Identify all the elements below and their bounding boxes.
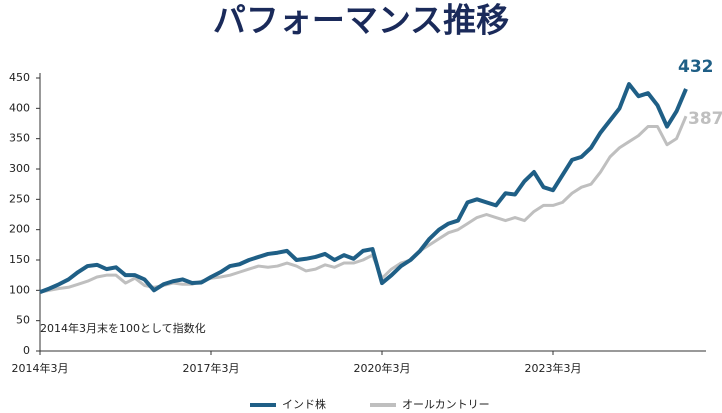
end-value-label: 432 xyxy=(678,57,714,77)
y-tick-label: 50 xyxy=(16,314,30,327)
y-tick-label: 250 xyxy=(9,192,30,205)
legend-label: オールカントリー xyxy=(402,398,490,411)
series-line xyxy=(39,82,688,295)
annotation: 2014年3月末を100として指数化 xyxy=(40,321,206,335)
y-tick-label: 300 xyxy=(9,162,30,175)
series-line xyxy=(39,115,688,294)
y-tick-label: 0 xyxy=(23,344,30,357)
x-tick-label: 2017年3月 xyxy=(183,361,240,375)
y-tick-label: 450 xyxy=(9,71,30,84)
y-tick-label: 100 xyxy=(9,283,30,296)
y-tick-label: 350 xyxy=(9,132,30,145)
y-tick-label: 150 xyxy=(9,253,30,266)
x-tick-label: 2014年3月 xyxy=(12,361,69,375)
chart-title: パフォーマンス推移 xyxy=(213,1,509,40)
legend-label: インド株 xyxy=(282,397,326,411)
end-value-label: 387 xyxy=(688,109,722,129)
x-tick-label: 2020年3月 xyxy=(354,361,411,375)
y-tick-label: 400 xyxy=(9,101,30,114)
y-tick-label: 200 xyxy=(9,223,30,236)
x-tick-label: 2023年3月 xyxy=(525,361,582,375)
